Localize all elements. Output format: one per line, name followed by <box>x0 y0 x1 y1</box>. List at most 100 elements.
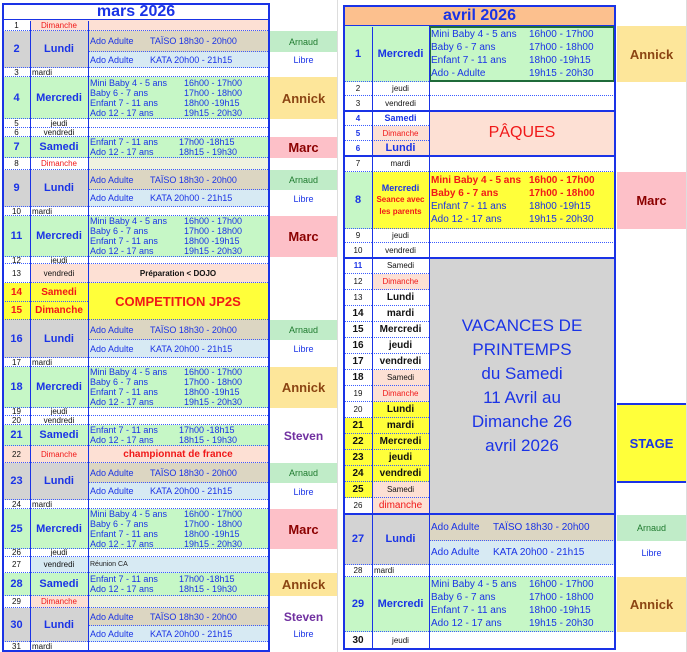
empty-slot <box>429 229 615 243</box>
session-time: 19h15 - 20h30 <box>184 538 243 549</box>
day-number: 22 <box>3 446 30 463</box>
session-group: Baby 6 - 7 ans <box>431 592 496 603</box>
session-group: Enfant 7 - 11 ans <box>90 236 158 246</box>
day-number: 13 <box>344 290 372 306</box>
day-number: 16 <box>3 320 30 358</box>
session-line: Ado Adulte TAÏSO 18h30 - 20h00 <box>431 521 615 534</box>
empty-slot <box>88 408 268 416</box>
day-name: jeudi <box>30 408 88 416</box>
day-name: Dimanche <box>30 158 88 170</box>
table-border <box>343 257 616 259</box>
day-number: 2 <box>3 31 30 68</box>
day-number: 2 <box>344 82 372 96</box>
day-name: Dimanche <box>30 596 88 608</box>
day-name: Mercredi <box>372 434 429 450</box>
session-group: Ado Adulte <box>90 193 134 203</box>
session-group: Ado 12 - 17 ans <box>90 584 154 594</box>
session-group: Enfant 7 - 11 ans <box>431 605 507 616</box>
session-block: Enfant 7 - 11 ans 17h00 -18h15 Ado 12 - 17… <box>88 425 268 446</box>
session-line: Ado 12 - 17 ans 18h15 - 19h30 <box>90 435 268 445</box>
day-number: 16 <box>344 338 372 354</box>
session-time: 16h00 - 17h00 <box>529 175 595 186</box>
day-number: 5 <box>344 126 372 141</box>
day-number: 20 <box>3 416 30 425</box>
instructor-cell: Arnaud <box>617 515 686 541</box>
instructor-cell: Arnaud <box>270 463 337 483</box>
day-number: 26 <box>344 498 372 514</box>
day-number: 10 <box>344 243 372 258</box>
session-time: 19h15 - 20h30 <box>184 107 243 118</box>
day-name: Dimanche <box>372 274 429 290</box>
empty-slot <box>429 632 615 650</box>
event-note-line: avril 2026 <box>485 435 559 455</box>
day-number: 29 <box>344 577 372 632</box>
day-number: 18 <box>344 370 372 386</box>
day-number: 17 <box>344 354 372 370</box>
day-number: 13 <box>3 264 30 283</box>
instructor-cell: Steven <box>270 608 337 626</box>
day-name: Mercredi <box>30 216 88 257</box>
day-number: 28 <box>344 565 372 577</box>
session-time: KATA 20h00 - 21h15 <box>150 343 233 354</box>
month-title-mars: mars 2026 <box>2 3 270 21</box>
event-note: COMPETITION JP2S <box>88 283 268 320</box>
day-number: 31 <box>3 642 30 652</box>
taiso-session: Ado Adulte TAÏSO 18h30 - 20h00 <box>429 514 615 541</box>
day-name: jeudi <box>372 229 429 243</box>
instructor-cell: Libre <box>270 190 337 207</box>
day-name: mardi <box>372 306 429 322</box>
session-line: Ado 12 - 17 ans 19h15 - 20h30 <box>431 617 615 630</box>
session-block: Enfant 7 - 11 ans 17h00 -18h15 Ado 12 - 17… <box>88 137 268 158</box>
session-time: 16h00 - 17h00 <box>529 579 594 590</box>
day-name: Dimanche <box>372 386 429 402</box>
empty-slot <box>88 119 268 128</box>
session-time: 17h00 -18h15 <box>179 137 235 147</box>
day-number: 4 <box>344 111 372 126</box>
day-number: 11 <box>3 216 30 257</box>
session-line: Ado Adulte TAÏSO 18h30 - 20h00 <box>90 175 268 185</box>
day-number: 24 <box>3 500 30 509</box>
session-line: Ado Adulte TAÏSO 18h30 - 20h00 <box>90 612 268 622</box>
day-number: 6 <box>3 128 30 137</box>
kata-session: Ado Adulte KATA 20h00 - 21h15 <box>429 541 615 565</box>
day-name: Mercredi <box>30 77 88 119</box>
instructor-cell: Annick <box>617 577 686 632</box>
session-block: Mini Baby 4 - 5 ans 16h00 - 17h00 Baby 6 -… <box>88 216 268 257</box>
session-time: 17h00 - 18h00 <box>184 518 243 529</box>
kata-session: Ado Adulte KATA 20h00 - 21h15 <box>88 626 268 642</box>
session-group: Mini Baby 4 - 5 ans <box>431 28 517 40</box>
session-line: Enfant 7 - 11 ans 18h00 -19h15 <box>431 54 615 67</box>
day-number: 12 <box>344 274 372 290</box>
day-number: 17 <box>3 358 30 367</box>
month-title-avril: avril 2026 <box>343 5 616 27</box>
session-line: Ado 12 - 17 ans 19h15 - 20h30 <box>90 539 268 549</box>
table-border <box>343 513 616 515</box>
session-line: Enfant 7 - 11 ans 17h00 -18h15 <box>90 137 268 147</box>
day-number: 1 <box>344 26 372 82</box>
day-name: Mercredi <box>372 26 429 82</box>
day-number: 21 <box>3 425 30 446</box>
day-name: mardi <box>30 500 88 509</box>
kata-session: Ado Adulte KATA 20h00 - 21h15 <box>88 190 268 207</box>
day-number: 19 <box>3 408 30 416</box>
session-time: 17h00 - 18h00 <box>184 226 243 236</box>
session-group: Ado Adulte <box>90 54 134 65</box>
session-group: Baby 6 - 7 ans <box>431 41 496 53</box>
session-line: Enfant 7 - 11 ans 17h00 -18h15 <box>90 574 268 584</box>
session-line: Ado 12 - 17 ans 19h15 - 20h30 <box>90 246 268 256</box>
day-number: 3 <box>3 68 30 77</box>
day-name: Lundi <box>30 608 88 642</box>
session-group: Baby 6 - 7 ans <box>431 188 499 199</box>
session-group: Mini Baby 4 - 5 ans <box>90 509 168 519</box>
session-group: Ado Adulte <box>90 343 134 354</box>
session-time: 18h15 - 19h30 <box>179 584 238 594</box>
day-number: 21 <box>344 418 372 434</box>
session-time: 16h00 - 17h00 <box>184 367 243 377</box>
session-line: Ado 12 - 17 ans 19h15 - 20h30 <box>431 213 615 226</box>
day-number: 7 <box>344 156 372 172</box>
session-time: KATA 20h00 - 21h15 <box>150 486 233 496</box>
empty-slot <box>88 207 268 216</box>
session-group: Ado 12 - 17 ans <box>90 147 154 157</box>
empty-slot <box>88 500 268 509</box>
day-number: 23 <box>344 450 372 466</box>
